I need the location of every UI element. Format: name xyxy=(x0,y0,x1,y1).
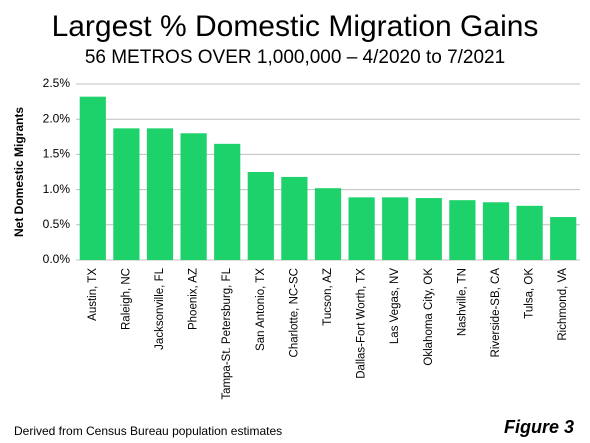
x-tick-label: Oklahoma City, OK xyxy=(423,268,435,366)
bar xyxy=(550,217,577,260)
bar xyxy=(214,143,241,260)
y-tick-label: 0.5% xyxy=(43,217,71,231)
y-tick-label: 0.0% xyxy=(43,252,71,266)
bar xyxy=(180,133,207,260)
x-tick-label: Charlotte, NC-SC xyxy=(288,268,300,357)
bar xyxy=(113,128,140,260)
x-tick-label: Dallas-Fort Worth, TX xyxy=(356,268,368,379)
x-tick-label: Raleigh, NC xyxy=(120,268,132,330)
figure-label: Figure 3 xyxy=(504,417,574,437)
bar xyxy=(79,96,106,260)
bar xyxy=(314,188,342,260)
x-tick-label: Austin, TX xyxy=(87,268,99,321)
x-tick-label: Jacksonville, FL xyxy=(154,267,166,349)
bar xyxy=(146,128,174,260)
x-tick-label: San Antonio, TX xyxy=(255,268,267,351)
x-tick-label: Richmond, VA xyxy=(557,268,569,341)
x-tick-label: Tucson, AZ xyxy=(322,268,334,326)
source-note: Derived from Census Bureau population es… xyxy=(14,424,282,438)
chart-subtitle: 56 METROS OVER 1,000,000 – 4/2020 to 7/2… xyxy=(85,47,505,68)
x-tick-label: Tampa-St. Petersburg, FL xyxy=(221,267,233,399)
x-tick-label: Riverside-SB, CA xyxy=(490,268,502,358)
bar xyxy=(415,198,442,260)
x-tick-label: Nashville, TN xyxy=(456,268,468,336)
y-axis-label: Net Domestic Migrants xyxy=(12,107,26,237)
bar xyxy=(281,176,308,260)
bar xyxy=(382,197,409,260)
y-tick-label: 2.5% xyxy=(43,76,71,90)
x-tick-label: Tulsa, OK xyxy=(524,268,536,319)
chart-title: Largest % Domestic Migration Gains xyxy=(52,10,539,43)
y-tick-label: 1.5% xyxy=(43,147,71,161)
y-tick-label: 2.0% xyxy=(43,111,71,125)
x-tick-label: Phoenix, AZ xyxy=(188,268,200,330)
bar xyxy=(247,172,274,260)
bar xyxy=(516,205,543,260)
x-tick-label: Las Vegas, NV xyxy=(389,268,401,344)
bar xyxy=(348,197,375,260)
bar xyxy=(449,200,476,260)
y-tick-label: 1.0% xyxy=(43,182,71,196)
bar xyxy=(482,202,510,260)
